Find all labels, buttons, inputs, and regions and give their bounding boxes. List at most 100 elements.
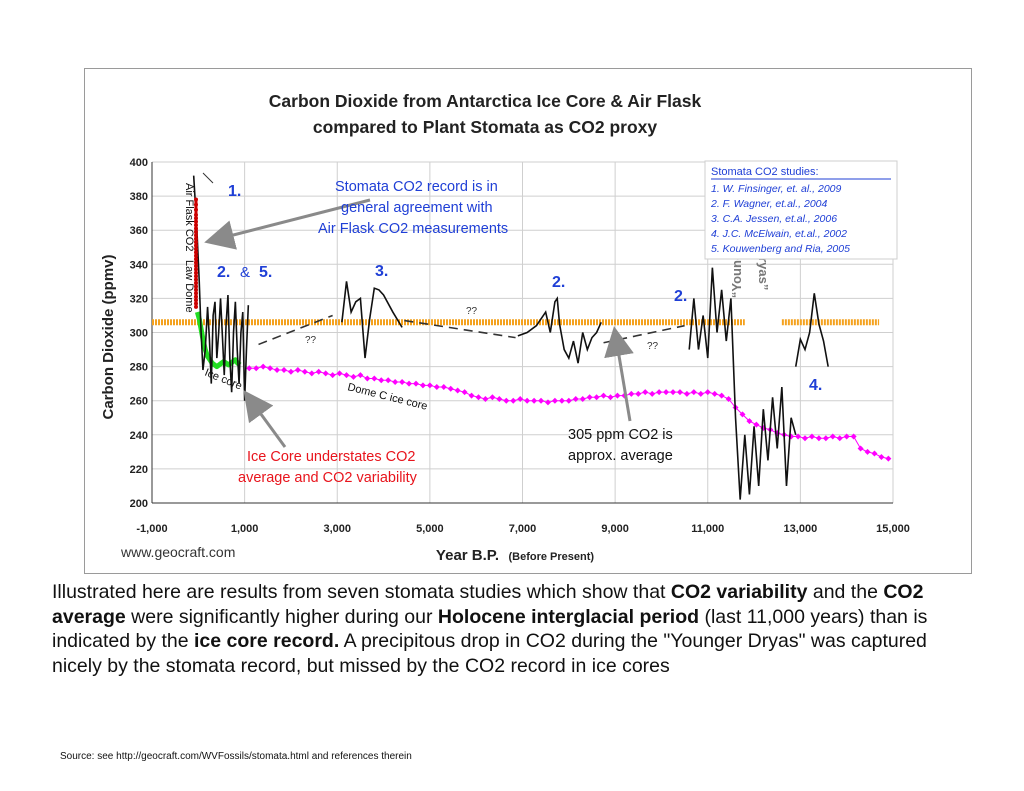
legend-item-1: 1. W. Finsinger, et. al., 2009: [711, 183, 842, 195]
x-tick-label: 7,000: [509, 523, 537, 535]
dome-c-point: [663, 389, 670, 396]
y-tick-label: 260: [130, 396, 148, 408]
dome-c-point: [308, 370, 315, 377]
dome-c-point: [739, 411, 746, 418]
dome-c-point: [795, 433, 802, 440]
dome-c-point: [482, 395, 489, 402]
dome-c-point: [593, 394, 600, 401]
annotation-law-dome-label: Law Dome: [183, 260, 195, 313]
dome-c-point: [496, 395, 503, 402]
dome-c-point: [864, 448, 871, 455]
dome-c-point: [253, 365, 260, 372]
dome-c-point: [711, 390, 718, 397]
dome-c-point: [725, 395, 732, 402]
y-tick-label: 300: [130, 328, 148, 340]
chart-title-line1: Carbon Dioxide from Antarctica Ice Core …: [269, 91, 702, 111]
air-flask-point: [193, 301, 198, 306]
x-axis-label-suffix: (Before Present): [508, 551, 594, 563]
dome-c-point: [690, 389, 697, 396]
annotation-stomata-line2: general agreement with: [341, 200, 493, 216]
air-flask-point: [193, 233, 198, 238]
dome-c-point: [447, 385, 454, 392]
air-flask-point: [193, 246, 198, 251]
annotation-arrows: [202, 172, 634, 448]
air-flask-point: [193, 274, 198, 279]
y-tick-label: 360: [130, 225, 148, 237]
dome-c-point: [364, 375, 371, 382]
y-tick-label: 220: [130, 464, 148, 476]
dome-c-point: [440, 384, 447, 391]
dome-c-point: [260, 363, 267, 370]
air-flask-point: [193, 291, 198, 296]
dome-c-point: [454, 387, 461, 394]
dome-c-point: [350, 373, 357, 380]
series: [152, 175, 892, 500]
air-flask-point: [193, 250, 198, 255]
chart-title-line2: compared to Plant Stomata as CO2 proxy: [313, 117, 658, 137]
series-stomata-line: [341, 281, 403, 359]
annotation-understates-line1: Ice Core understates CO2: [247, 449, 415, 465]
annotation-understates-line2: average and CO2 variability: [238, 470, 418, 486]
dome-c-point: [489, 394, 496, 401]
dome-c-point: [475, 394, 482, 401]
air-flask-point: [193, 240, 198, 245]
y-tick-label: 240: [130, 430, 148, 442]
dome-c-point: [579, 395, 586, 402]
dome-c-point: [885, 455, 892, 462]
dome-c-point: [572, 395, 579, 402]
air-flask-point: [193, 304, 198, 309]
annotation-pointer: [202, 172, 214, 184]
study-number-5: 5.: [259, 264, 272, 281]
air-flask-point: [193, 267, 198, 272]
dome-c-point: [517, 395, 524, 402]
x-tick-label: 1,000: [231, 523, 259, 535]
dome-c-point: [697, 390, 704, 397]
x-axis-label: Year B.P. (Before Present): [436, 547, 594, 564]
caption-text-1: Illustrated here are results from seven …: [52, 581, 671, 603]
dome-c-point: [683, 390, 690, 397]
study-number-1: 1.: [228, 183, 241, 200]
dome-c-point: [378, 377, 385, 384]
dome-c-point: [524, 397, 531, 404]
dome-c-point: [371, 375, 378, 382]
y-tick-label: 340: [130, 259, 148, 271]
legend-item-3: 3. C.A. Jessen, et.al., 2006: [711, 213, 837, 225]
annotation-stomata-line3: Air Flask CO2 measurements: [318, 221, 508, 237]
caption-bold-3: Holocene interglacial period: [437, 605, 700, 628]
dome-c-point: [802, 435, 809, 442]
x-tick-label: 3,000: [323, 523, 351, 535]
air-flask-point: [193, 264, 198, 269]
dome-c-point: [503, 397, 510, 404]
dome-c-point: [510, 397, 517, 404]
annotation-average-line2: approx. average: [568, 448, 673, 464]
series-stomata-line: [192, 175, 250, 401]
dome-c-point: [406, 380, 413, 387]
caption: Illustrated here are results from seven …: [52, 580, 952, 678]
air-flask-point: [193, 287, 198, 292]
dome-c-point: [829, 433, 836, 440]
air-flask-point: [193, 281, 198, 286]
legend-item-5: 5. Kouwenberg and Ria, 2005: [711, 243, 850, 255]
annotation-average-line1: 305 ppm CO2 is: [568, 427, 673, 443]
y-axis-label: Carbon Dioxide (ppmv): [100, 254, 117, 419]
dome-c-point: [857, 445, 864, 452]
study-number-3: 3.: [375, 263, 388, 280]
dome-c-point: [280, 367, 287, 374]
caption-text-2: and the: [807, 581, 884, 603]
x-tick-label: -1,000: [136, 523, 167, 535]
study-number-2b: 2.: [674, 288, 687, 305]
dome-c-point: [385, 377, 392, 384]
series-stomata-line: [517, 296, 602, 364]
dome-c-point: [274, 367, 281, 374]
study-number-2: 2.: [217, 264, 230, 281]
legend: Stomata CO2 studies: 1. W. Finsinger, et…: [704, 160, 898, 260]
dome-c-point: [315, 368, 322, 375]
legend-box: [704, 160, 898, 260]
y-tick-label: 320: [130, 293, 148, 305]
x-tick-label: 15,000: [876, 523, 910, 535]
axes: 200 220 240 260 280 300 320 340 360 380 400 -1,000 1…: [130, 157, 910, 535]
air-flask-point: [193, 253, 198, 258]
y-tick-label: 380: [130, 191, 148, 203]
dome-c-point: [642, 389, 649, 396]
dome-c-point: [871, 450, 878, 457]
